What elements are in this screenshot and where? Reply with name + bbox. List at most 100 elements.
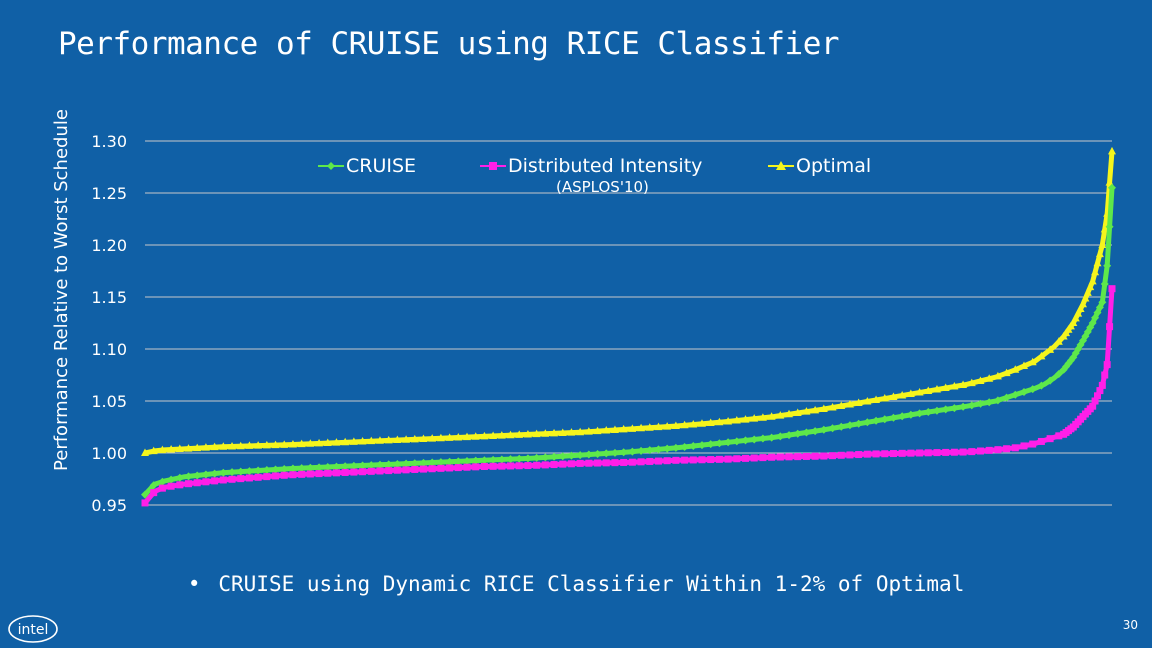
data-point [507,462,515,470]
data-point [297,439,306,448]
data-point [785,431,794,440]
data-point [228,441,237,450]
data-point [402,435,411,443]
data-point [959,380,968,389]
data-point [472,463,480,471]
data-point [942,448,950,456]
data-point [393,459,402,468]
data-point [680,442,689,451]
data-point [785,453,793,461]
data-point [446,464,454,472]
data-point [480,462,488,470]
y-tick-label: 1.30 [91,132,127,151]
data-point [1076,304,1085,312]
data-point [1098,381,1106,389]
data-point [184,472,193,481]
data-point [184,444,193,452]
data-point [950,448,958,456]
data-point [533,461,541,469]
data-point [654,457,662,465]
data-point [750,435,759,444]
data-point [402,459,411,468]
data-point [785,409,794,418]
data-point [506,455,515,464]
data-point [375,436,384,444]
data-point [863,450,871,458]
data-point [411,465,419,473]
data-point [541,453,550,462]
series-distributed-intensity [141,285,1116,507]
data-point [907,449,915,457]
data-point [358,461,367,470]
data-point [759,454,767,462]
legend-label-cruise: CRUISE [346,155,417,177]
data-point [149,481,158,490]
data-point [671,421,680,430]
data-point [471,432,480,440]
data-point [1089,402,1097,410]
data-point [1037,437,1045,445]
data-point [1103,361,1111,369]
data-point [976,376,985,384]
data-point [245,467,254,476]
data-point [280,464,289,473]
y-tick-label: 1.00 [91,444,127,463]
y-tick-label: 1.20 [91,236,127,255]
data-point [637,458,645,466]
data-point [1103,261,1112,270]
data-point [480,431,489,440]
data-point [724,438,733,447]
data-point [663,422,672,430]
data-point [645,423,654,431]
data-point [341,462,350,471]
data-point [193,443,202,452]
data-point [1071,313,1080,322]
data-point [1083,288,1092,296]
data-point [941,405,950,414]
data-point [245,474,253,482]
data-point [663,457,671,465]
data-point [1093,258,1102,267]
data-point [254,466,263,475]
data-point [1020,361,1029,370]
data-point [280,471,288,479]
data-point [1028,357,1037,366]
y-axis-tick-labels: 1.30 1.25 1.20 1.15 1.10 1.05 1.00 0.95 [91,132,127,515]
data-point [915,388,924,396]
data-point [323,438,332,447]
intel-logo-icon: intel [8,615,58,643]
data-point [384,460,393,469]
data-point [550,452,559,461]
data-point [141,448,149,456]
data-point [959,448,967,456]
data-point [776,411,785,419]
data-point [854,419,863,428]
data-point [602,449,611,458]
data-point [558,452,567,461]
data-point [219,442,228,450]
data-point [637,423,646,432]
data-point [602,426,611,434]
data-point [167,475,176,484]
data-point [280,440,289,448]
data-point [1003,445,1011,453]
data-point [1011,390,1020,399]
data-point [176,481,184,489]
data-point [463,463,471,471]
data-point [845,421,854,430]
data-point [619,448,628,457]
data-point [245,441,254,449]
data-point [1074,309,1083,317]
data-series [141,146,1116,507]
data-point [497,455,506,464]
data-point [1020,442,1028,450]
data-point [837,451,845,459]
data-point [150,489,158,497]
data-point [1086,282,1095,291]
data-point [1002,393,1011,402]
data-point [219,468,228,477]
y-tick-label: 1.15 [91,288,127,307]
data-point [872,416,881,425]
data-point [994,446,1002,454]
data-point [767,433,776,442]
